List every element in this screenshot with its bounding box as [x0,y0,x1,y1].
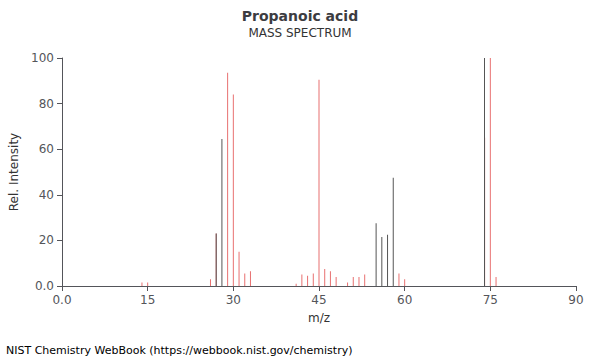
svg-text:MASS SPECTRUM: MASS SPECTRUM [248,26,351,40]
svg-text:Propanoic acid: Propanoic acid [242,8,358,24]
svg-text:60: 60 [39,142,54,156]
svg-text:40: 40 [39,188,54,202]
svg-text:60: 60 [397,293,412,307]
svg-text:NIST Chemistry WebBook (https:: NIST Chemistry WebBook (https://webbook.… [6,344,353,357]
svg-text:Rel. Intensity: Rel. Intensity [7,133,21,211]
svg-text:0.0: 0.0 [35,279,54,293]
svg-text:90: 90 [568,293,583,307]
svg-text:80: 80 [39,97,54,111]
svg-text:m/z: m/z [308,311,330,325]
svg-text:15: 15 [140,293,155,307]
svg-text:0.0: 0.0 [52,293,71,307]
svg-text:20: 20 [39,233,54,247]
svg-text:75: 75 [483,293,498,307]
svg-text:100: 100 [31,51,54,65]
svg-text:45: 45 [311,293,326,307]
svg-text:30: 30 [226,293,241,307]
